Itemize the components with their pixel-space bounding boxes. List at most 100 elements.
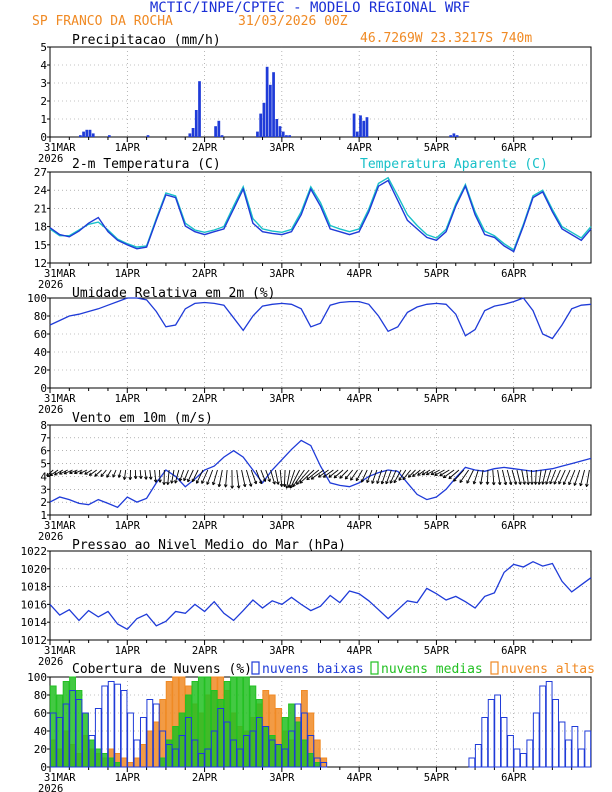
wind-arrow [506,469,512,485]
low-cloud-bar [268,739,276,768]
wind-arrow [225,469,228,488]
wind-arrow-head [402,478,406,481]
mid-cloud-bar [114,762,122,768]
low-cloud-bar [281,748,289,768]
wind-arrow-head [361,480,365,483]
wind-ytick-label: 6 [40,445,47,458]
wind-arrow [79,469,88,475]
wind-arrow [393,469,402,484]
legend-high: nuvens altas [501,662,595,677]
wind-arrow-head [493,482,496,486]
low-cloud-bar [56,717,64,768]
wind-arrow [246,469,252,487]
legend-swatch-high [490,661,499,675]
cloud-xtick-label: 5APR [424,772,450,784]
low-cloud-bar [526,739,534,768]
wind-arrow [159,469,161,483]
high-cloud-bar [120,757,128,768]
mid-cloud-bar [262,726,270,768]
low-cloud-bar [262,726,270,768]
wind-arrow-head [183,478,187,482]
pres-ytick-label: 1014 [21,616,48,629]
rh-xtick-label: 4APR [346,393,372,405]
wind-arrow-head [371,481,375,484]
precip-ytick-label: 2 [40,95,47,108]
wind-arrow-head [398,478,402,481]
wind-arrow-head [366,480,370,483]
wind-arrow [553,469,561,485]
wind-arrow [255,469,262,484]
pres-xtick-label: 5APR [424,645,450,657]
wind-arrow-head [155,479,158,483]
wind-arrow-head [520,481,522,485]
low-cloud-bar [558,721,566,768]
cloud-xtick-label: 31MAR [44,772,76,784]
wind-arrow-head [150,476,153,480]
pres-ytick-label: 1018 [21,581,48,594]
low-cloud-bar [165,744,173,768]
run-label: 31/03/2026 00Z [238,14,348,29]
wind-arrow-head [179,478,183,482]
wind-arrow [521,469,526,485]
low-cloud-bar [275,744,283,768]
wind-arrow [511,469,517,485]
mid-cloud-bar [107,757,115,768]
wind-arrow [274,469,279,485]
wind-arrow [54,469,64,476]
low-cloud-bar [552,699,559,768]
wind-arrow [279,469,283,487]
wind-arrow [139,469,142,479]
wind-arrow-head [171,480,174,484]
temp-ytick-label: 27 [34,166,47,179]
wind-arrow [118,469,122,478]
wind-arrow-head [542,481,545,485]
wind-arrow [545,469,552,485]
mid-cloud-bar [249,685,257,768]
temp-xtick-label: 1APR [115,268,141,280]
wind-arrow [389,469,397,484]
wind-arrow [171,469,175,484]
precip-bar [217,120,221,137]
wind-arrow-head [135,475,138,479]
wind-arrow [434,469,445,476]
wind-arrow [63,469,73,475]
wind-arrow-head [350,478,354,481]
wind-arrow-head [129,476,133,480]
wind-arrow-head [100,475,104,478]
precip-bar [78,135,82,137]
wind-arrow-head [535,481,538,485]
wind-arrow [306,469,320,481]
temp-xtick-label: 31MAR [44,268,76,280]
wind-arrow-head [466,481,470,484]
wind-arrow-head [201,481,205,484]
mid-cloud-bar [301,739,308,768]
wind-ytick-label: 4 [40,470,47,483]
precip-frame [49,46,592,138]
wind-arrow [196,469,204,484]
wind-arrow [426,469,436,476]
precip-bar [262,102,266,137]
low-cloud-bar [565,739,572,768]
wind-xtick-label: 4APR [346,520,372,532]
low-cloud-bar [146,699,154,768]
low-cloud-bar [494,694,502,768]
wind-arrow [154,469,157,483]
wind-ytick-label: 8 [40,419,47,432]
precip-xtick-label: 2APR [192,142,218,154]
mid-cloud-bar [307,753,315,768]
wind-arrow [371,469,378,484]
mid-cloud-bar [230,676,237,768]
low-cloud-bar [178,735,186,768]
low-cloud-bar [294,703,302,768]
rh-title: Umidade Relativa em 2m (%) [72,286,276,301]
rh-ytick-label: 100 [27,292,47,305]
wind-arrow [84,469,93,475]
wind-arrow-head [112,475,116,478]
wind-arrow-head [531,481,534,485]
wind-arrow [323,469,334,478]
low-cloud-bar [159,730,167,768]
mid-cloud-bar [94,748,102,768]
wind-arrow [366,469,373,483]
cloud-ytick-label: 60 [34,707,47,720]
mid-cloud-bar [159,757,167,768]
